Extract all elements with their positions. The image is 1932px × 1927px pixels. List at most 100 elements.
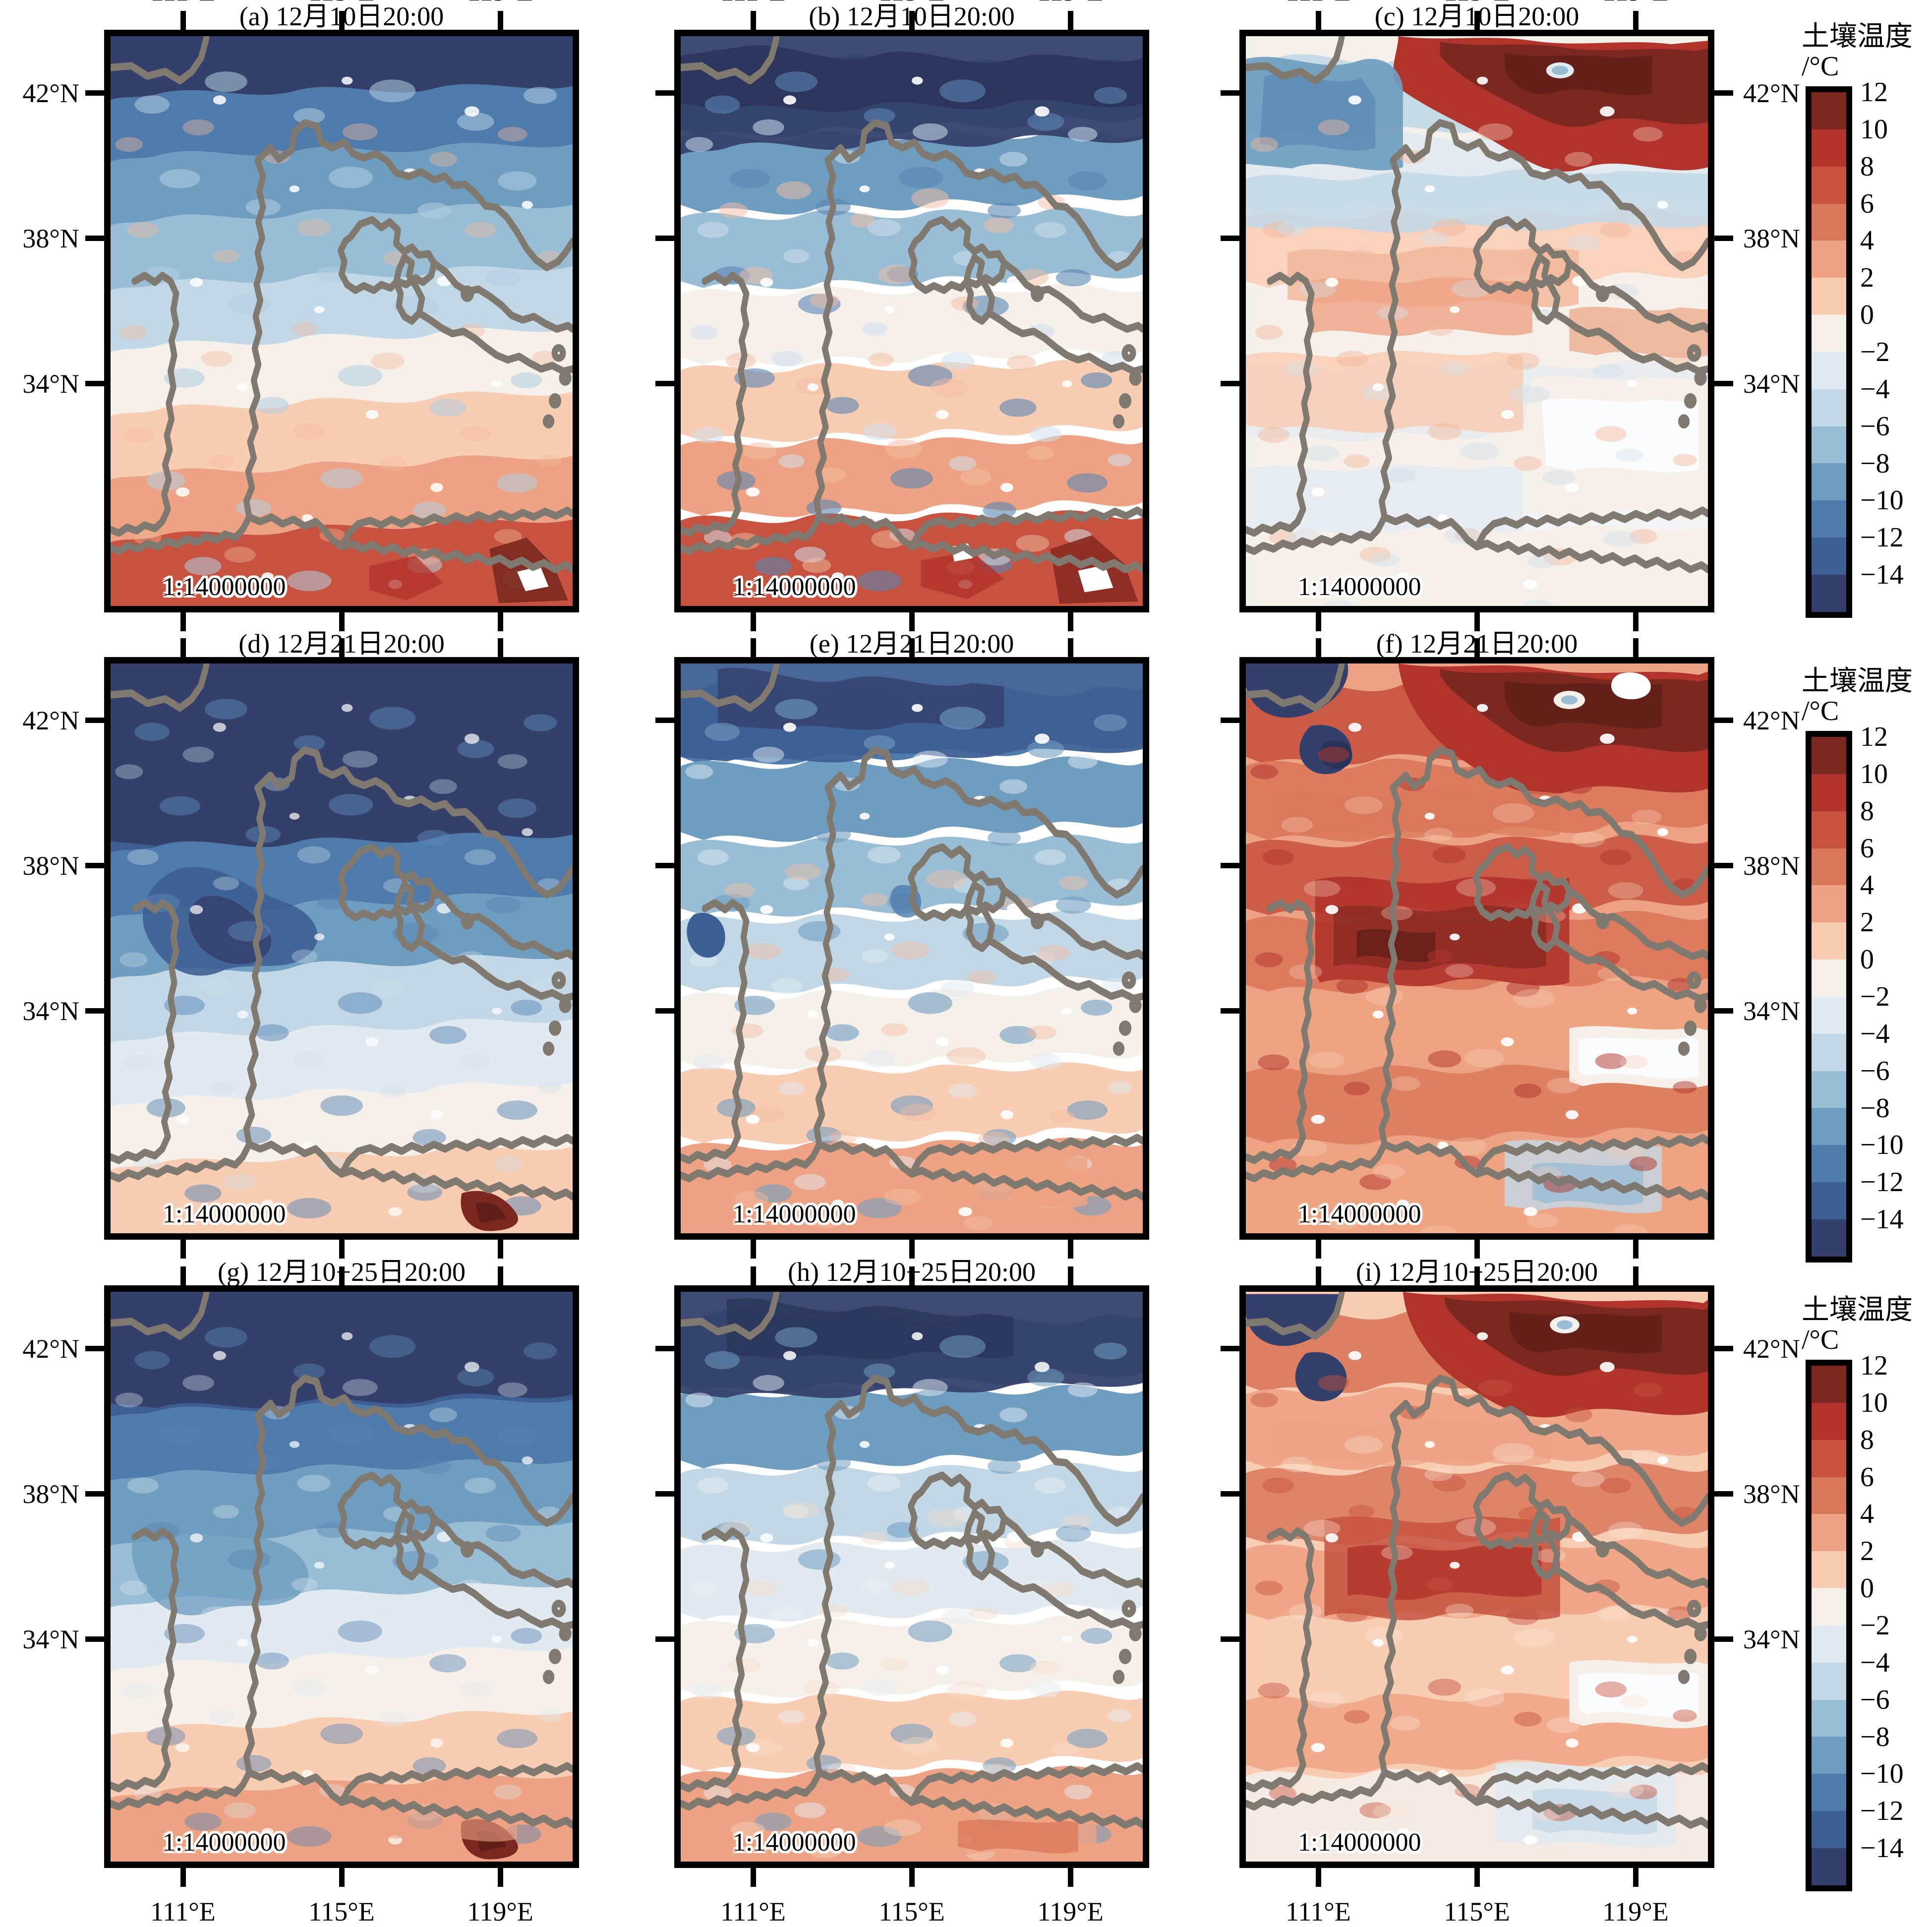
panel-b-map [681, 36, 1143, 606]
map-panel-d[interactable]: 1:14000000 [104, 657, 579, 1240]
colorbar-tick-label--10: −10 [1860, 1758, 1904, 1790]
panel-d-frame [104, 657, 579, 1240]
lon-tick-bot-d-2 [498, 1240, 503, 1259]
panel-i-frame [1239, 1285, 1714, 1868]
lon-tick-bot-f-2 [1633, 1240, 1639, 1259]
lon-tick-top-b-2 [1068, 11, 1073, 30]
colorbar-tick-label-6: 6 [1860, 188, 1874, 219]
colorbar-tick-label--6: −6 [1860, 1055, 1890, 1086]
colorbar-segment--6 [1812, 426, 1846, 464]
colorbar-title-line1-row2: 土壤温度 [1802, 666, 1913, 697]
lon-tick-top-c-0 [1316, 11, 1321, 30]
colorbar-strip-row3[interactable] [1806, 1360, 1852, 1891]
lat-label-left-a-0: 42°N [22, 78, 79, 108]
colorbar-tick-label-6: 6 [1860, 1461, 1874, 1493]
panel-a-map [111, 36, 573, 606]
lat-tick-left-g-2 [85, 1636, 104, 1642]
map-panel-e[interactable]: 1:14000000 [674, 657, 1149, 1240]
map-panel-f[interactable]: 1:14000000 [1239, 657, 1714, 1240]
lon-label-bot-h-0: 111°E [720, 1897, 786, 1927]
lon-tick-top-g-2 [498, 1266, 503, 1285]
panel-f-frame [1239, 657, 1714, 1240]
lat-tick-left-e-1 [655, 863, 674, 868]
lon-tick-top-e-1 [909, 638, 915, 657]
colorbar-segment--10 [1812, 1145, 1846, 1183]
colorbar-tick-label--4: −4 [1860, 1018, 1890, 1049]
lon-tick-top-a-1 [339, 11, 345, 30]
map-panel-h[interactable]: 1:14000000 [674, 1285, 1149, 1868]
colorbar-segment-0 [1812, 960, 1846, 997]
lat-label-right-c-1: 38°N [1743, 224, 1800, 253]
map-panel-c[interactable]: 1:14000000 [1239, 30, 1714, 612]
colorbar-segment-10 [1812, 129, 1846, 167]
colorbar-tick-label--12: −12 [1860, 1796, 1904, 1827]
colorbar-segment--14 [1812, 574, 1846, 612]
map-panel-b[interactable]: 1:14000000 [674, 30, 1149, 612]
lon-label-bot-g-1: 115°E [308, 1897, 375, 1927]
lat-tick-right-f-1 [1714, 863, 1733, 868]
map-panel-i[interactable]: 1:14000000 [1239, 1285, 1714, 1868]
colorbar-segment--4 [1812, 389, 1846, 426]
map-scale-text-g: 1:14000000 [163, 1828, 286, 1857]
colorbar-segment-2 [1812, 278, 1846, 315]
panel-i-map [1246, 1292, 1708, 1862]
colorbar-strip-row1[interactable] [1806, 86, 1852, 618]
lon-tick-top-a-2 [498, 11, 503, 30]
colorbar-tick-label--8: −8 [1860, 1092, 1890, 1124]
colorbar-segment-6 [1812, 1477, 1846, 1514]
lat-tick-right-c-0 [1714, 90, 1733, 96]
lat-tick-left-e-0 [655, 718, 674, 723]
colorbar-segment--2 [1812, 996, 1846, 1034]
lat-tick-left-d-2 [85, 1008, 104, 1014]
colorbar-strip-row2[interactable] [1806, 731, 1852, 1263]
colorbar-tick-label-12: 12 [1860, 722, 1888, 752]
lat-tick-left-i-0 [1221, 1346, 1239, 1351]
lat-label-right-f-0: 42°N [1743, 706, 1800, 735]
lon-tick-bot-d-1 [339, 1240, 345, 1259]
lon-tick-top-h-1 [909, 1266, 915, 1285]
lon-tick-top-g-0 [180, 1266, 186, 1285]
lon-tick-bot-e-2 [1068, 1240, 1073, 1259]
lat-tick-left-d-1 [85, 863, 104, 868]
lon-tick-bot-a-0 [180, 612, 186, 631]
lat-tick-left-c-2 [1221, 381, 1239, 386]
colorbar-tick-label-4: 4 [1860, 870, 1874, 901]
lat-label-left-a-2: 34°N [22, 369, 79, 399]
lon-label-bot-h-2: 119°E [1037, 1897, 1104, 1927]
map-scale-text-c: 1:14000000 [1298, 573, 1421, 601]
colorbar-segment--12 [1812, 1811, 1846, 1848]
lat-tick-left-e-2 [655, 1008, 674, 1014]
lat-tick-left-h-2 [655, 1636, 674, 1642]
colorbar-segment-10 [1812, 1402, 1846, 1440]
lon-tick-top-h-0 [751, 1266, 756, 1285]
lon-tick-bot-c-1 [1474, 612, 1480, 631]
lon-tick-bot-b-2 [1068, 612, 1073, 631]
lat-tick-left-b-0 [655, 90, 674, 96]
lon-tick-top-e-2 [1068, 638, 1073, 657]
colorbar-tick-label-2: 2 [1860, 1536, 1874, 1567]
lon-tick-top-d-2 [498, 638, 503, 657]
colorbar-segment-12 [1812, 737, 1846, 774]
colorbar-tick-label-8: 8 [1860, 151, 1874, 182]
lon-tick-bot-g-0 [180, 1868, 186, 1887]
colorbar-segment--8 [1812, 1737, 1846, 1774]
lon-label-bot-i-0: 111°E [1286, 1897, 1351, 1927]
panel-e-map [681, 663, 1143, 1233]
map-panel-a[interactable]: 1:14000000 [104, 30, 579, 612]
colorbar-tick-label-10: 10 [1860, 1387, 1888, 1418]
colorbar-title-line2-row1: /°C [1802, 51, 1839, 82]
lon-label-bot-i-2: 119°E [1602, 1897, 1669, 1927]
lon-label-top-a-1: 115°E [308, 0, 375, 5]
lon-tick-bot-b-0 [751, 612, 756, 631]
lat-tick-left-b-2 [655, 381, 674, 386]
map-panel-g[interactable]: 1:14000000 [104, 1285, 579, 1868]
lon-tick-top-f-1 [1474, 638, 1480, 657]
lon-label-top-b-0: 111°E [720, 0, 786, 5]
map-scale-text-e: 1:14000000 [733, 1200, 856, 1228]
colorbar-tick-label--2: −2 [1860, 337, 1890, 367]
colorbar-segment-0 [1812, 315, 1846, 352]
lon-tick-bot-b-1 [909, 612, 915, 631]
colorbar-segment-4 [1812, 1514, 1846, 1552]
lat-tick-left-f-0 [1221, 718, 1239, 723]
lon-tick-top-g-1 [339, 1266, 345, 1285]
